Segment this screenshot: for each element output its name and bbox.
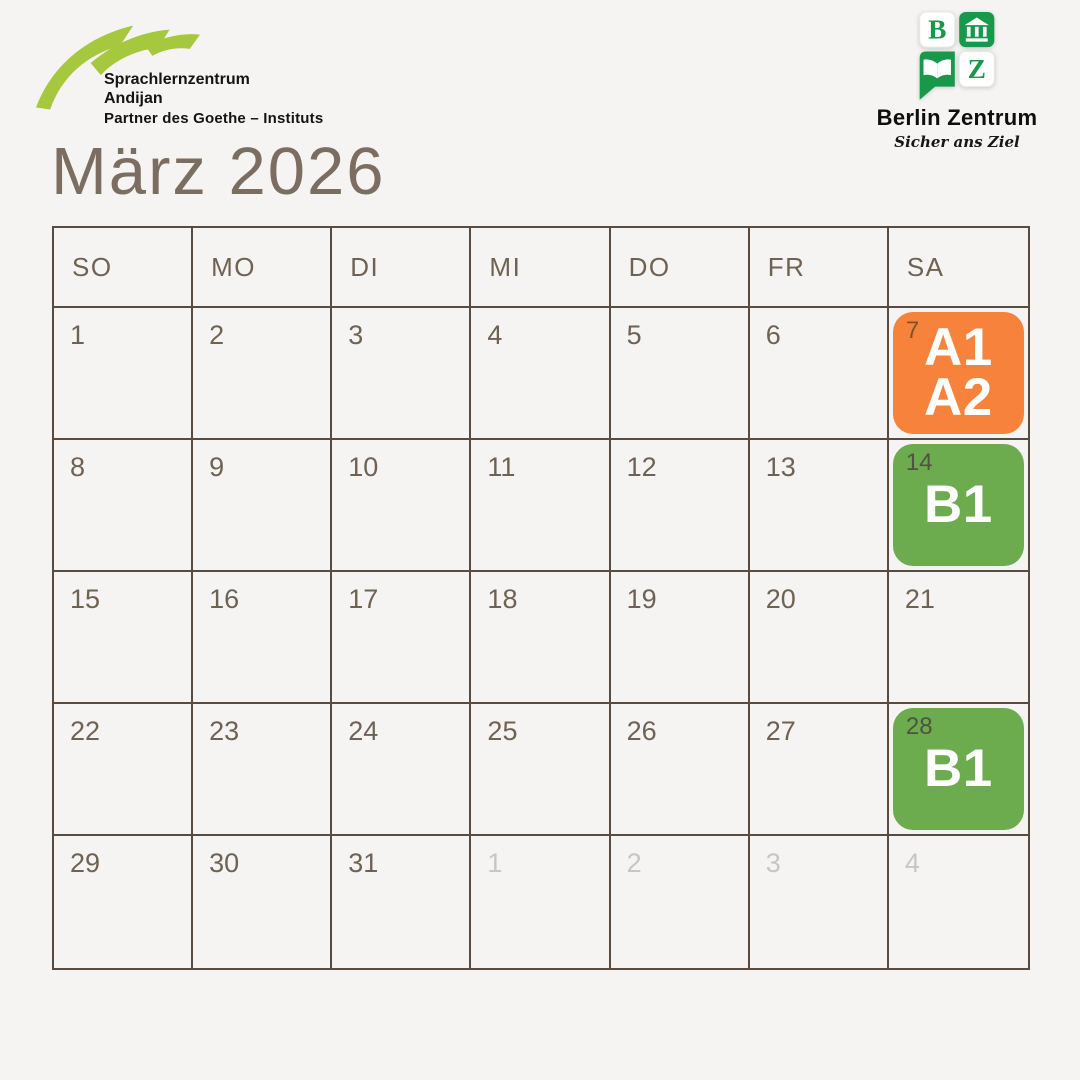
day-cell: 7 A1 A2 xyxy=(888,308,1028,440)
day-cell: 3 xyxy=(750,836,889,968)
day-number: 18 xyxy=(487,584,518,614)
day-number: 5 xyxy=(626,320,642,350)
day-cell: 4 xyxy=(889,836,1028,968)
day-cell: 1 xyxy=(54,308,194,440)
day-cell: 9 xyxy=(193,440,333,572)
partner-line: Partner des Goethe – Instituts xyxy=(104,110,324,127)
day-number: 25 xyxy=(487,716,518,746)
day-cell: 2 xyxy=(193,308,333,440)
day-cell: 5 xyxy=(610,308,750,440)
day-cell: 18 xyxy=(471,572,611,704)
day-number-next-month: 4 xyxy=(904,848,920,878)
monogram-z: Z xyxy=(968,54,986,84)
book-icon xyxy=(923,59,951,79)
brand-name: Berlin Zentrum xyxy=(876,105,1038,130)
day-number: 4 xyxy=(487,320,503,350)
day-cell: 19 xyxy=(610,572,750,704)
day-number: 9 xyxy=(209,452,225,482)
day-number: 23 xyxy=(209,716,240,746)
day-cell: 26 xyxy=(610,704,750,836)
day-cell: 8 xyxy=(54,440,194,572)
day-cell: 16 xyxy=(193,572,333,704)
brand-tagline: Sicher ans Ziel xyxy=(894,133,1020,151)
day-number: 11 xyxy=(487,452,516,482)
day-number-next-month: 1 xyxy=(487,848,503,878)
day-number: 16 xyxy=(209,584,240,614)
day-cell: 6 xyxy=(749,308,889,440)
berlin-zentrum-logo: B Z Berlin Zentrum Sicher ans Ziel xyxy=(862,8,1052,153)
berlin-zentrum-shield-icon: B Z xyxy=(919,12,995,100)
day-number: 2 xyxy=(209,320,225,350)
day-number: 29 xyxy=(70,848,101,878)
day-number: 22 xyxy=(70,716,101,746)
day-number: 13 xyxy=(765,452,796,482)
weekday-header-fr: FR xyxy=(749,228,889,308)
weekday-header-sa: SA xyxy=(888,228,1028,308)
day-number: 20 xyxy=(765,584,796,614)
weekday-header-mi: MI xyxy=(471,228,611,308)
day-number: 31 xyxy=(348,848,379,878)
day-number: 1 xyxy=(70,320,86,350)
day-number: 19 xyxy=(626,584,657,614)
month-title: März 2026 xyxy=(51,134,386,209)
course-badge-b1: 14 B1 xyxy=(892,444,1024,566)
day-number: 12 xyxy=(626,452,657,482)
day-cell: 12 xyxy=(610,440,750,572)
day-number: 8 xyxy=(70,452,86,482)
weekday-header-mo: MO xyxy=(193,228,333,308)
day-number: 7 xyxy=(905,317,920,344)
day-number: 15 xyxy=(70,584,101,614)
course-badge-b1: 28 B1 xyxy=(892,708,1024,830)
day-cell: 22 xyxy=(54,704,194,836)
badge-label: A1 xyxy=(924,317,993,377)
day-cell: 31 xyxy=(332,836,472,968)
day-cell: 10 xyxy=(332,440,472,572)
day-number: 6 xyxy=(765,320,781,350)
day-cell: 13 xyxy=(749,440,889,572)
badge-label: A2 xyxy=(924,368,993,427)
day-cell: 15 xyxy=(54,572,194,704)
day-cell: 23 xyxy=(193,704,333,836)
org-name-line2: Andijan xyxy=(104,90,163,107)
day-cell: 29 xyxy=(54,836,194,968)
day-number: 17 xyxy=(348,584,379,614)
day-cell: 4 xyxy=(471,308,611,440)
day-cell: 27 xyxy=(749,704,889,836)
day-cell: 17 xyxy=(332,572,472,704)
day-number: 26 xyxy=(626,716,657,746)
day-cell: 28 B1 xyxy=(888,704,1028,836)
day-number: 27 xyxy=(765,716,796,746)
day-cell: 3 xyxy=(332,308,472,440)
day-cell: 30 xyxy=(193,836,333,968)
day-number: 24 xyxy=(348,716,379,746)
org-name-line1: Sprachlernzentrum xyxy=(104,71,250,88)
day-number: 10 xyxy=(348,452,379,482)
weekday-header-so: SO xyxy=(54,228,194,308)
sprachlernzentrum-logo: Sprachlernzentrum Andijan Partner des Go… xyxy=(30,10,370,135)
day-cell: 21 xyxy=(888,572,1028,704)
badge-label: B1 xyxy=(924,738,993,798)
monogram-b: B xyxy=(928,14,946,44)
day-number: 3 xyxy=(348,320,364,350)
weekday-header-di: DI xyxy=(332,228,472,308)
day-cell: 20 xyxy=(749,572,889,704)
calendar-grid: SO MO DI MI DO FR SA 1 2 3 4 5 6 7 A1 A2… xyxy=(52,226,1030,970)
day-number-next-month: 3 xyxy=(765,848,781,878)
day-cell: 24 xyxy=(332,704,472,836)
day-cell: 11 xyxy=(471,440,611,572)
day-cell: 2 xyxy=(611,836,750,968)
day-cell: 14 B1 xyxy=(888,440,1028,572)
course-badge-a1-a2: 7 A1 A2 xyxy=(892,312,1024,434)
day-number: 21 xyxy=(904,584,935,614)
bank-icon xyxy=(964,17,989,42)
day-number-next-month: 2 xyxy=(626,848,642,878)
day-cell: 1 xyxy=(471,836,611,968)
day-number: 28 xyxy=(905,713,933,740)
day-number: 14 xyxy=(905,449,933,476)
day-number: 30 xyxy=(209,848,240,878)
swoosh-logo-icon xyxy=(36,25,200,110)
badge-label: B1 xyxy=(924,474,993,534)
day-cell: 25 xyxy=(471,704,611,836)
weekday-header-do: DO xyxy=(610,228,750,308)
